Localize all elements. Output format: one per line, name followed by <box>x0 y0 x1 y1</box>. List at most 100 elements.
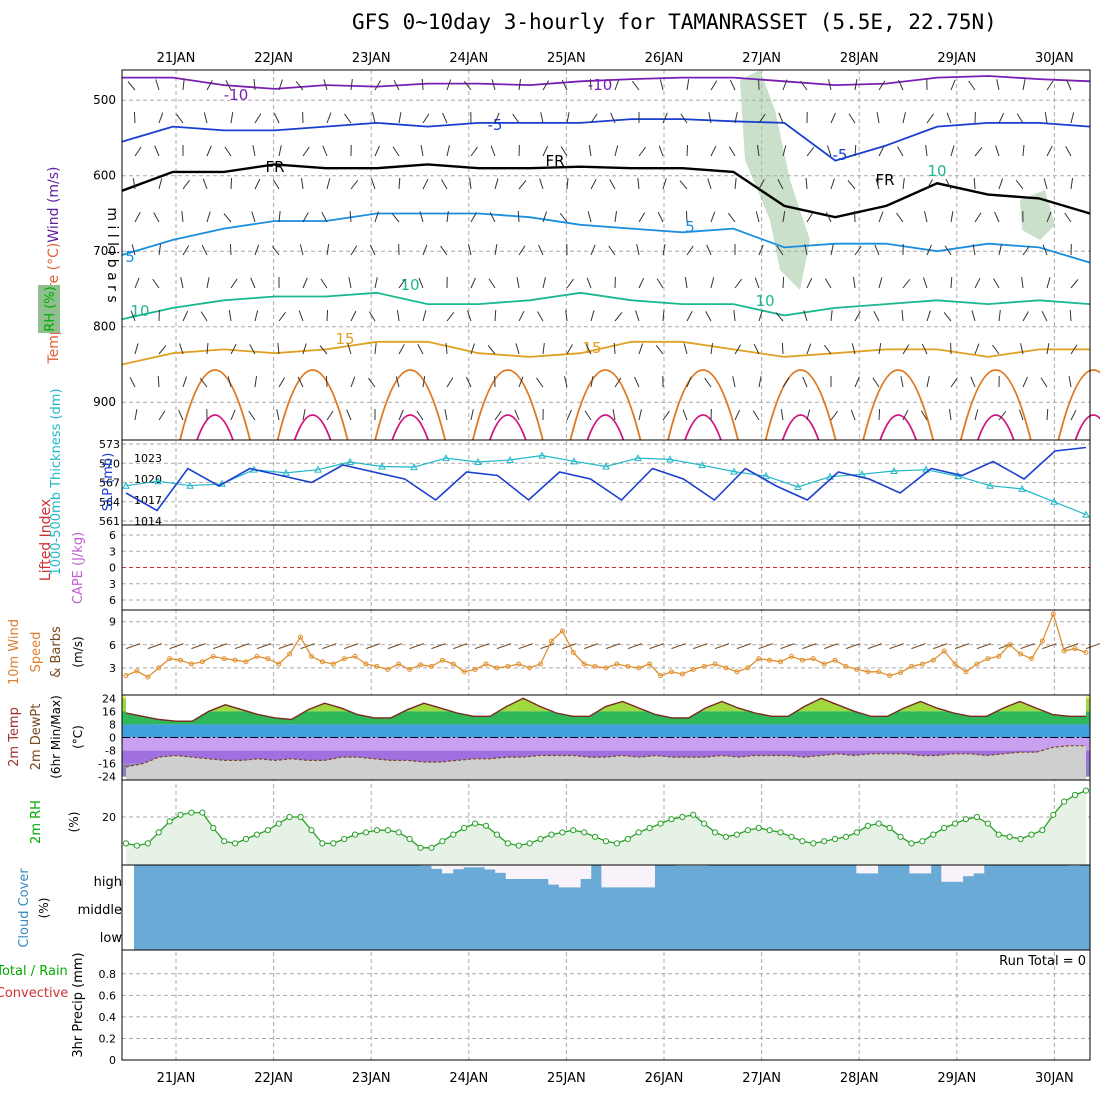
wind10m-point <box>767 657 773 663</box>
run-total: Run Total = 0 <box>999 954 1086 969</box>
contour-label: FR <box>875 171 894 189</box>
wind-barb <box>566 278 574 289</box>
wind-barb <box>608 245 616 256</box>
wind-barb <box>350 245 358 256</box>
side-label-rh: RH (%) <box>43 286 58 331</box>
cloud-high-gap <box>612 865 624 888</box>
rh-point <box>722 833 730 840</box>
wind-barb <box>996 79 1000 91</box>
wind10m-barb <box>125 643 141 650</box>
wind-barb <box>179 343 184 355</box>
wind10m-point <box>603 665 609 671</box>
rh-point <box>144 840 151 847</box>
wind-barb <box>350 310 357 322</box>
wind-barb <box>946 112 952 124</box>
wind10m-point <box>134 668 140 674</box>
wind-barb <box>277 343 280 355</box>
wind-barb <box>707 178 712 190</box>
wind10m-point <box>592 663 598 669</box>
wind-barb <box>516 277 520 289</box>
wind10m-point <box>636 665 642 671</box>
wind10m-point <box>516 661 522 667</box>
wind10m-barb <box>998 643 1013 650</box>
wind10m-barb <box>256 643 272 650</box>
wind-barb <box>613 342 616 355</box>
rh-point <box>821 838 828 845</box>
rh-point <box>428 844 435 851</box>
thickness-tick: 564 <box>99 496 120 509</box>
thickness-point <box>986 481 994 489</box>
wind-barb <box>254 244 260 256</box>
wind-barb <box>878 211 884 223</box>
wind-barb <box>685 210 688 223</box>
wind-barb <box>300 178 304 190</box>
wind-barb <box>708 112 712 124</box>
wind-barb <box>250 277 256 289</box>
wind-barb <box>638 277 645 289</box>
wind-barb <box>587 211 592 223</box>
cloud-high-gap <box>516 865 528 879</box>
wind-barb <box>517 210 520 223</box>
wind-barb <box>325 375 328 388</box>
wind-barb <box>494 244 498 256</box>
wind-barb <box>227 376 232 388</box>
wind-barb <box>374 80 381 91</box>
wind10m-barb <box>562 643 577 650</box>
rh-point <box>777 829 784 836</box>
thickness-point <box>378 462 386 470</box>
wind-barb <box>854 376 860 388</box>
lifted-index-panel: 6 3 0 3 6 Lifted Index CAPE (J/kg) <box>38 499 1091 611</box>
wind-barb <box>518 245 526 256</box>
wind-barb <box>901 309 904 322</box>
thickness-point <box>890 466 898 474</box>
wind-barb <box>637 178 640 190</box>
rh-point <box>395 829 402 836</box>
wind-barb <box>850 409 856 421</box>
wind-barb <box>830 310 833 322</box>
wind-barb <box>614 377 622 388</box>
wind-barb <box>926 376 930 388</box>
wind-barb <box>419 211 424 223</box>
wind10m-point <box>788 653 794 659</box>
date-label-top: 23JAN <box>352 51 391 66</box>
isotherm-20 <box>374 369 447 441</box>
cloud-high-gap <box>527 865 539 879</box>
rh-point <box>155 829 162 836</box>
wind10m-point <box>352 653 358 659</box>
wind-barb <box>130 310 136 322</box>
isotherm-25 <box>586 414 625 441</box>
wind10m-point <box>581 661 587 667</box>
precip-tick: 0 <box>109 1054 116 1067</box>
rh-point <box>657 820 664 827</box>
thickness-point <box>442 454 450 462</box>
dewpt-line <box>125 745 1086 768</box>
wind10m-point <box>428 663 434 669</box>
wind-barb <box>129 376 136 388</box>
wind-barb <box>993 278 1000 289</box>
wind-barb <box>1020 343 1024 355</box>
rh-point <box>373 827 381 834</box>
wind10m-label-2: Speed <box>29 632 44 673</box>
wind-barb <box>1046 80 1054 91</box>
rh-point <box>908 840 915 847</box>
wind-barb <box>202 178 208 190</box>
thickness-tick: 570 <box>99 457 120 470</box>
rh-point <box>624 835 631 843</box>
isotherm-25 <box>1074 414 1100 441</box>
wind-barb <box>854 311 861 322</box>
rh-point <box>559 829 566 836</box>
cloud-level-label: middle <box>78 903 122 918</box>
wind-barb <box>539 178 544 190</box>
wind10m-point <box>396 661 402 667</box>
wind-barb <box>686 144 689 157</box>
pressure-tick: 800 <box>93 320 116 334</box>
wind-barb <box>679 180 688 190</box>
wind-barb <box>1018 409 1024 421</box>
rh-point <box>1017 835 1024 843</box>
cloud-high-gap <box>941 865 953 882</box>
wind-barb <box>902 112 906 124</box>
wind-barb <box>875 178 880 190</box>
wind-barb <box>158 244 162 256</box>
date-label-bottom: 23JAN <box>352 1071 391 1086</box>
